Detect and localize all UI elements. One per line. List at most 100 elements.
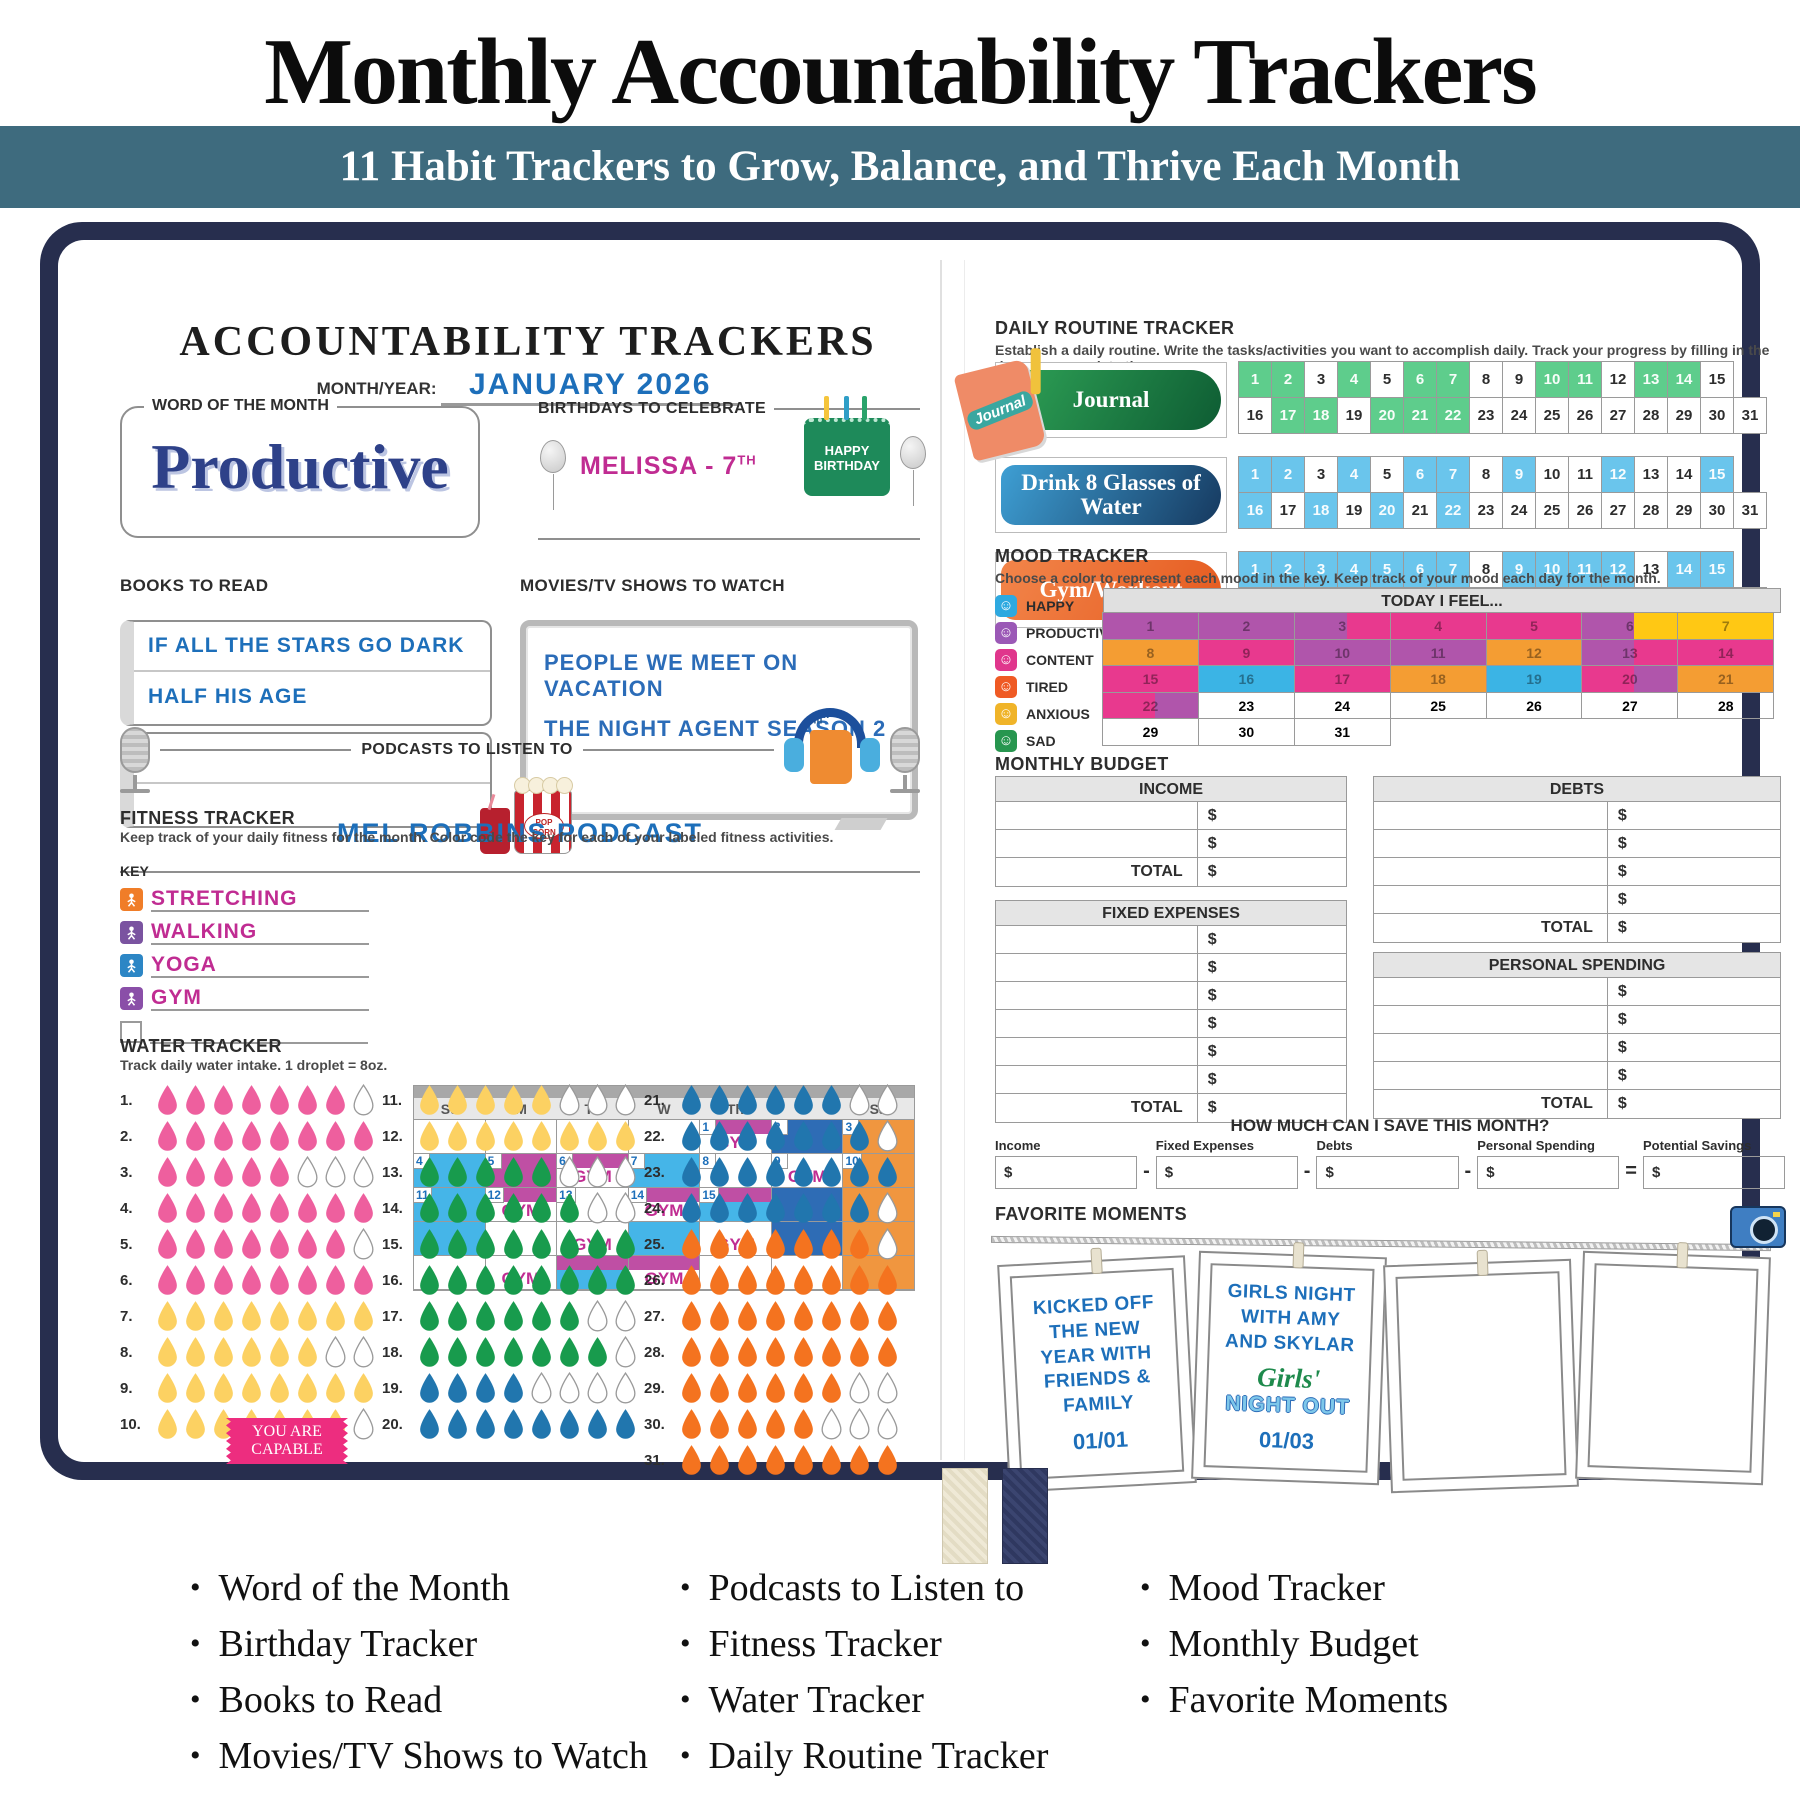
anxious-face-icon: ☺: [995, 702, 1017, 725]
mood-key-item: ☺ ANXIOUS: [995, 700, 1118, 727]
routine-day-cell: 16: [1238, 397, 1272, 434]
water-droplet-filled: [186, 1084, 205, 1115]
mood-day-cell: 31: [1293, 718, 1391, 746]
feature-column: • Podcasts to Listen to • Fitness Tracker • W…: [680, 1560, 1048, 1784]
birthdays-section: BIRTHDAYS TO CELEBRATE MELISSA - 7TH HAP…: [538, 396, 926, 540]
water-droplet-filled: [766, 1192, 785, 1223]
gym-icon: [120, 987, 143, 1011]
water-row: 17.: [382, 1298, 640, 1334]
water-droplet-filled: [532, 1264, 551, 1295]
routine-day-cell: 2: [1271, 456, 1305, 493]
water-droplet-filled: [158, 1372, 177, 1403]
water-droplet-filled: [326, 1084, 345, 1115]
water-droplet-filled: [158, 1264, 177, 1295]
polaroid-card: KICKED OFF THE NEW YEAR WITH FRIENDS & FAMIL…: [997, 1247, 1197, 1493]
clothespin-icon: [1476, 1249, 1489, 1277]
savings-amount-box: $: [1477, 1156, 1620, 1189]
water-day-number: 31.: [644, 1451, 665, 1469]
water-droplet-empty: [353, 1335, 374, 1367]
water-droplet-filled: [476, 1192, 495, 1223]
day-number: 8: [700, 1154, 717, 1169]
water-droplet-filled: [448, 1336, 467, 1367]
water-droplet-filled: [242, 1192, 261, 1223]
savings-field: Potential Savings $: [1642, 1138, 1786, 1189]
water-droplet-empty: [559, 1155, 580, 1187]
water-droplet-empty: [587, 1191, 608, 1223]
mood-day-cell: 10: [1293, 638, 1391, 666]
routine-day-cell: 20: [1370, 397, 1404, 434]
water-row: 7.: [120, 1298, 378, 1334]
podcasts-label: PODCASTS TO LISTEN TO: [361, 741, 573, 758]
mood-day-cell: 3: [1293, 612, 1391, 640]
budget-amount-cell: $: [1617, 890, 1627, 908]
water-droplet-filled: [710, 1192, 729, 1223]
feature-item: • Mood Tracker: [1140, 1560, 1448, 1616]
water-day-number: 28.: [644, 1343, 665, 1361]
water-row: 5.: [120, 1226, 378, 1262]
water-droplet-filled: [738, 1192, 757, 1223]
routine-day-cell: 23: [1469, 397, 1503, 434]
water-droplet-filled: [448, 1408, 467, 1439]
mood-day-cell: 23: [1197, 691, 1295, 719]
routine-day-cell: 21: [1403, 397, 1437, 434]
water-droplet-filled: [298, 1264, 317, 1295]
budget-amount-cell: $: [1617, 862, 1627, 880]
budget-row: $: [996, 830, 1346, 858]
tired-face-icon: ☺: [995, 675, 1017, 698]
water-day-number: 26.: [644, 1271, 665, 1289]
water-droplet-filled: [504, 1120, 523, 1151]
water-droplet-empty: [325, 1155, 346, 1187]
feature-item: • Monthly Budget: [1140, 1616, 1448, 1672]
girls-night-sticker-caps: NIGHT OUT: [1225, 1391, 1351, 1419]
routine-day-cell: 3: [1304, 361, 1338, 398]
routine-day-cell: 26: [1568, 397, 1602, 434]
water-droplet-filled: [242, 1228, 261, 1259]
mood-grid: TODAY I FEEL... 1 2 3 4 5 6 7 8 9 10 11 12 13 14 15 16 1…: [1102, 588, 1781, 746]
water-droplet-filled: [242, 1300, 261, 1331]
water-droplet-filled: [504, 1372, 523, 1403]
water-droplet-filled: [214, 1120, 233, 1151]
water-droplet-filled: [298, 1120, 317, 1151]
routine-day-cell: 12: [1601, 361, 1635, 398]
water-droplet-filled: [682, 1300, 701, 1331]
moment-text-line: FRIENDS &: [1043, 1366, 1152, 1394]
budget-row: $: [996, 954, 1346, 982]
budget-name-cell: [996, 830, 1198, 857]
water-droplet-filled: [682, 1228, 701, 1259]
mood-day-cell: 7: [1677, 612, 1775, 640]
birthdays-label: BIRTHDAYS TO CELEBRATE: [538, 400, 767, 417]
feature-text: Daily Routine Tracker: [708, 1735, 1049, 1777]
water-droplet-filled: [616, 1120, 635, 1151]
water-droplet-filled: [214, 1192, 233, 1223]
mood-day-cell: 4: [1389, 612, 1487, 640]
bullet-icon: •: [190, 1627, 201, 1660]
routine-day-cell: 22: [1436, 397, 1470, 434]
budget-row: $: [1374, 830, 1780, 858]
budget-table: DEBTS $ $ $ $ TOTAL $: [1373, 776, 1781, 943]
water-droplet-filled: [710, 1444, 729, 1475]
water-droplet-filled: [186, 1120, 205, 1151]
water-droplet-filled: [476, 1156, 495, 1187]
budget-name-cell: [1374, 886, 1608, 913]
budget-name-cell: [996, 1066, 1198, 1093]
water-droplet-filled: [504, 1264, 523, 1295]
water-day-number: 19.: [382, 1379, 403, 1397]
water-column-2: 11. 12. 13. 14. 15. 16. 17. 18. 19. 20.: [382, 1082, 640, 1442]
routine-day-cell: 4: [1337, 361, 1371, 398]
mood-day-cell: 12: [1485, 638, 1583, 666]
fitness-key: KEY STRETCHING WALKING YOGA GYM: [120, 863, 920, 1045]
water-droplet-filled: [326, 1264, 345, 1295]
mood-day-cell: 14: [1677, 638, 1775, 666]
water-droplet-filled: [186, 1156, 205, 1187]
routine-day-cell: 28: [1634, 397, 1668, 434]
routine-day-cell: 13: [1634, 456, 1668, 493]
routine-day-cell: 1: [1238, 361, 1272, 398]
budget-name-cell: [1374, 802, 1608, 829]
book-title: IF ALL THE STARS GO DARK: [134, 622, 490, 672]
water-droplet-filled: [242, 1084, 261, 1115]
routine-day-cell: 17: [1271, 492, 1305, 529]
water-droplet-filled: [850, 1300, 869, 1331]
word-of-month-label: WORD OF THE MONTH: [144, 397, 337, 415]
water-droplet-filled: [420, 1228, 439, 1259]
